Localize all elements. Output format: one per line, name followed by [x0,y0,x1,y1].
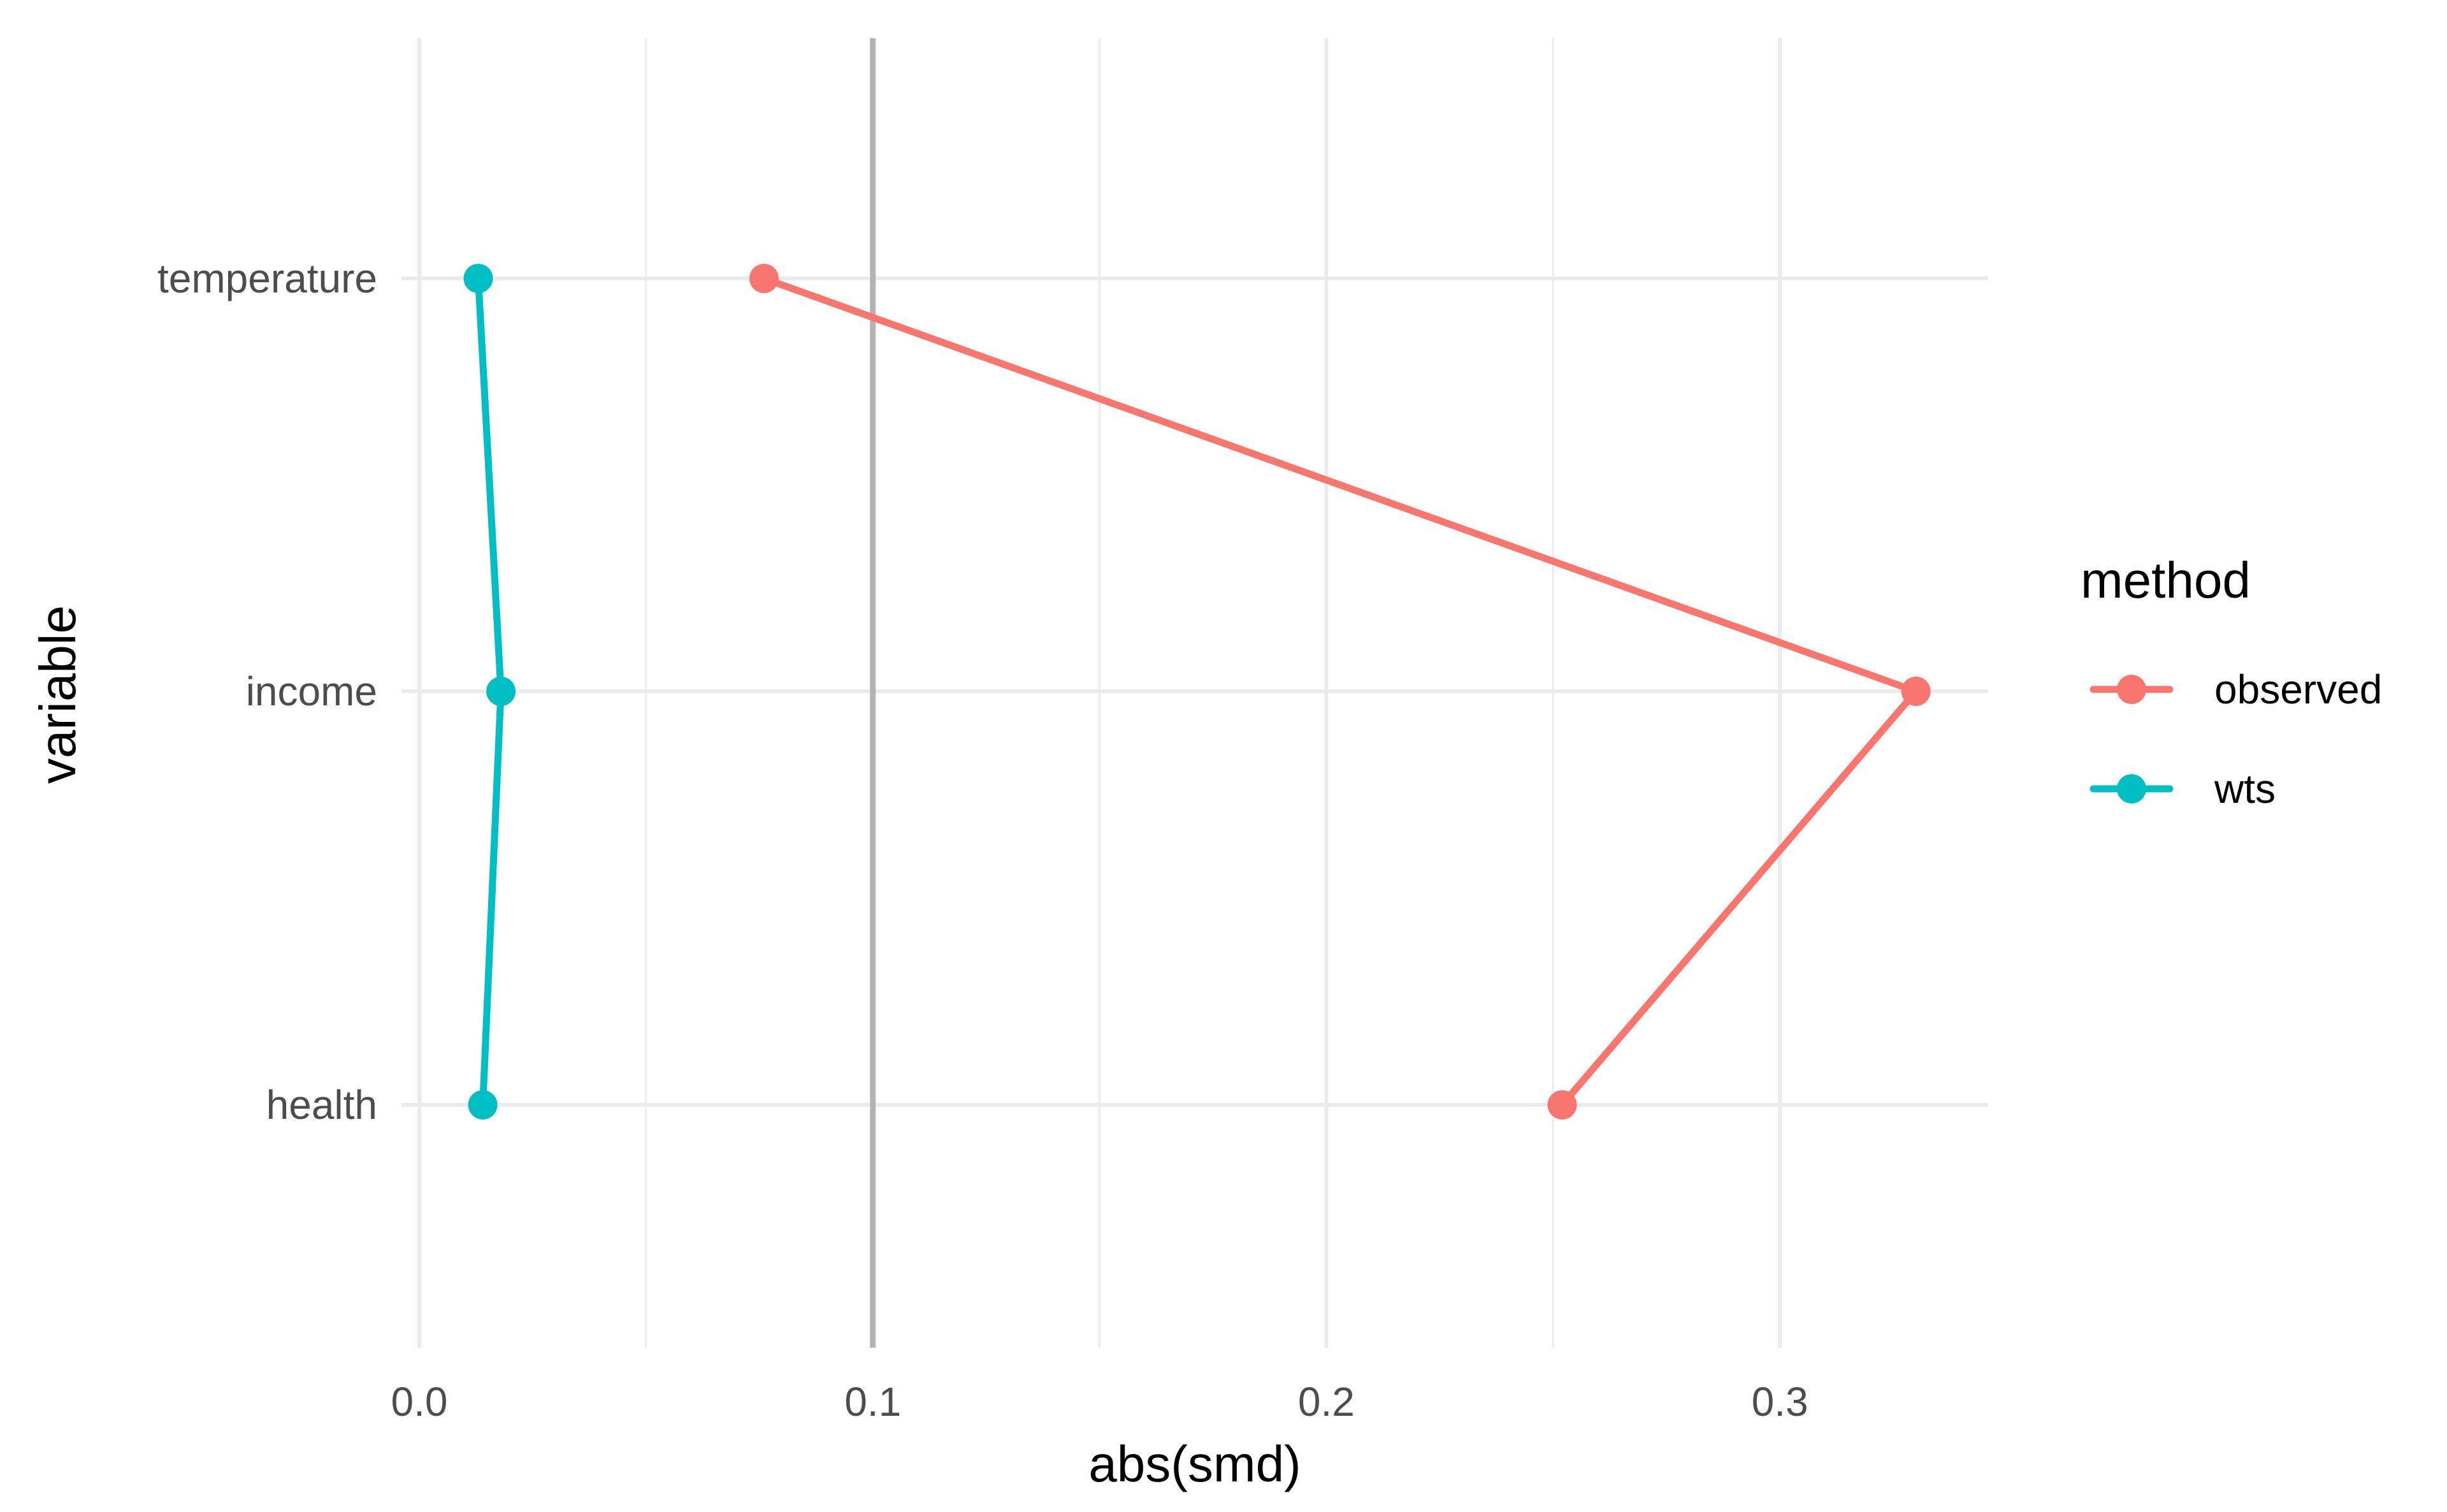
y-tick-label: income [246,668,377,714]
data-point-wts [468,1090,498,1120]
y-tick-label: temperature [157,256,377,301]
legend-label-wts: wts [2214,766,2276,812]
data-point-wts [486,677,516,706]
legend: method observed wts [2081,552,2382,812]
data-point-observed [1901,677,1931,706]
x-tick-label: 0.3 [1752,1379,1808,1425]
legend-title: method [2081,552,2251,608]
y-tick-label: health [266,1082,377,1128]
data-point-observed [1547,1090,1577,1120]
y-axis-title: variable [29,605,86,784]
series-wts [463,264,516,1120]
axes: 0.0 0.1 0.2 0.3 temperature income health [157,256,1808,1425]
legend-key-point [2117,675,2146,704]
legend-key-point [2117,774,2146,803]
x-tick-label: 0.2 [1298,1379,1355,1425]
legend-label-observed: observed [2214,666,2382,712]
x-axis-title: abs(smd) [1088,1436,1301,1492]
series-observed [749,264,1931,1120]
x-tick-label: 0.0 [391,1379,448,1425]
series-layer [463,264,1931,1120]
x-tick-label: 0.1 [844,1379,901,1425]
data-point-observed [749,264,779,293]
data-point-wts [463,264,493,293]
